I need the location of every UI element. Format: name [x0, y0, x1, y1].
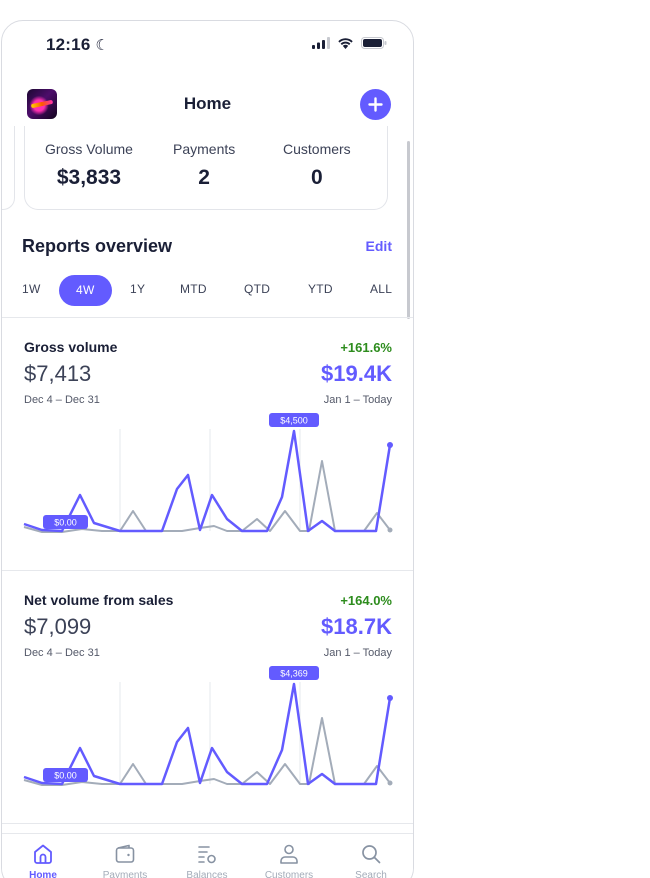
range-tab-mtd[interactable]: MTD — [180, 282, 207, 296]
range-tab-all[interactable]: ALL — [370, 282, 393, 296]
range-tab-4w[interactable]: 4W — [59, 275, 112, 306]
report-chart: $0.00 $4,500 — [23, 413, 393, 533]
chart-min-label: $0.00 — [54, 771, 77, 781]
status-time: 12:16 ☾ — [46, 35, 109, 55]
summary-value: 2 — [198, 166, 210, 189]
page-title: Home — [183, 94, 232, 113]
summary-customers: Customers 0 — [283, 141, 351, 190]
tab-customers[interactable]: Customers — [248, 834, 330, 878]
summary-value: $3,833 — [56, 166, 122, 189]
tab-label: Home — [29, 870, 57, 878]
account-logo-avatar[interactable] — [27, 89, 57, 119]
divider — [2, 570, 413, 571]
summary-label: Gross Volume — [45, 141, 133, 157]
range-tab-ytd[interactable]: YTD — [308, 282, 333, 296]
balances-icon — [198, 846, 216, 864]
edit-button[interactable]: Edit — [365, 238, 392, 254]
chart-previous-endpoint — [387, 527, 393, 533]
tab-label: Payments — [102, 870, 148, 878]
plus-icon — [368, 97, 383, 112]
chart-min-badge — [43, 515, 88, 529]
chart-current-line — [23, 429, 392, 533]
report-gross-volume[interactable]: Gross volume +161.6% $7,413 $19.4K Dec 4… — [2, 319, 413, 569]
app-header: Home — [2, 81, 413, 125]
range-tab-qtd[interactable]: QTD — [244, 282, 271, 296]
tab-label: Customers — [264, 870, 314, 878]
summary-label: Customers — [283, 141, 351, 157]
wallet-icon — [115, 844, 135, 863]
wifi-icon — [338, 38, 353, 49]
reports-overview-title: Reports overview — [22, 236, 173, 256]
chart-max-badge — [269, 413, 319, 427]
chart-min-badge — [43, 768, 88, 782]
search-icon — [362, 845, 381, 864]
chart-min-label: $0.00 — [54, 518, 77, 528]
range-tab-1y[interactable]: 1Y — [130, 282, 146, 296]
report-name: Gross volume — [24, 339, 118, 355]
report-change: +164.0% — [340, 593, 392, 608]
report-previous-range: Dec 4 – Dec 31 — [24, 647, 100, 659]
chart-current-endpoint — [387, 442, 393, 448]
tab-bar: Home Payments Balances Customers — [2, 833, 413, 878]
summary-label: Payments — [173, 141, 236, 157]
report-chart: $0.00 $4,369 — [23, 666, 393, 786]
person-icon — [280, 844, 298, 864]
summary-payments: Payments 2 — [173, 141, 235, 190]
report-net-volume-from-sales[interactable]: Net volume from sales +164.0% $7,099 $18… — [2, 572, 413, 822]
divider — [2, 317, 413, 318]
status-bar: 12:16 ☾ — [2, 21, 413, 65]
report-change: +161.6% — [340, 340, 392, 355]
chart-max-label: $4,500 — [280, 416, 308, 426]
status-time-text: 12:16 — [46, 35, 91, 54]
chart-current-line — [23, 682, 392, 786]
report-previous-range: Dec 4 – Dec 31 — [24, 394, 100, 406]
battery-icon — [361, 37, 387, 49]
chart-previous-endpoint — [387, 780, 393, 786]
add-button[interactable] — [360, 89, 391, 120]
cellular-signal-icon — [312, 37, 330, 49]
tab-label: Balances — [186, 870, 228, 878]
moon-icon: ☾ — [95, 37, 110, 54]
tab-home[interactable]: Home — [2, 834, 84, 878]
tab-payments[interactable]: Payments — [84, 834, 166, 878]
report-name: Net volume from sales — [24, 592, 174, 608]
scrollbar[interactable] — [407, 141, 410, 319]
summary-value: 0 — [311, 166, 323, 189]
tab-label: Search — [355, 870, 387, 878]
tab-search[interactable]: Search — [330, 834, 412, 878]
summary-gross-volume: Gross Volume $3,833 — [45, 141, 133, 190]
status-indicators — [312, 37, 387, 49]
report-current-value: $19.4K — [321, 361, 392, 386]
report-current-range: Jan 1 – Today — [323, 394, 392, 406]
divider — [2, 823, 413, 824]
range-tabs: 1W 4W 1Y MTD QTD YTD ALL — [2, 275, 413, 309]
home-icon — [34, 844, 52, 864]
chart-current-endpoint — [387, 695, 393, 701]
report-current-range: Jan 1 – Today — [323, 647, 392, 659]
report-previous-value: $7,099 — [24, 614, 92, 639]
chart-max-badge — [269, 666, 319, 680]
range-tab-1w[interactable]: 1W — [22, 282, 41, 296]
tab-balances[interactable]: Balances — [166, 834, 248, 878]
summary-card[interactable]: Gross Volume $3,833 Payments 2 Customers… — [24, 126, 388, 210]
previous-card-edge[interactable] — [2, 126, 15, 210]
chart-max-label: $4,369 — [280, 669, 308, 679]
phone-frame: 12:16 ☾ Home — [1, 20, 414, 878]
report-current-value: $18.7K — [321, 614, 392, 639]
report-previous-value: $7,413 — [24, 361, 92, 386]
